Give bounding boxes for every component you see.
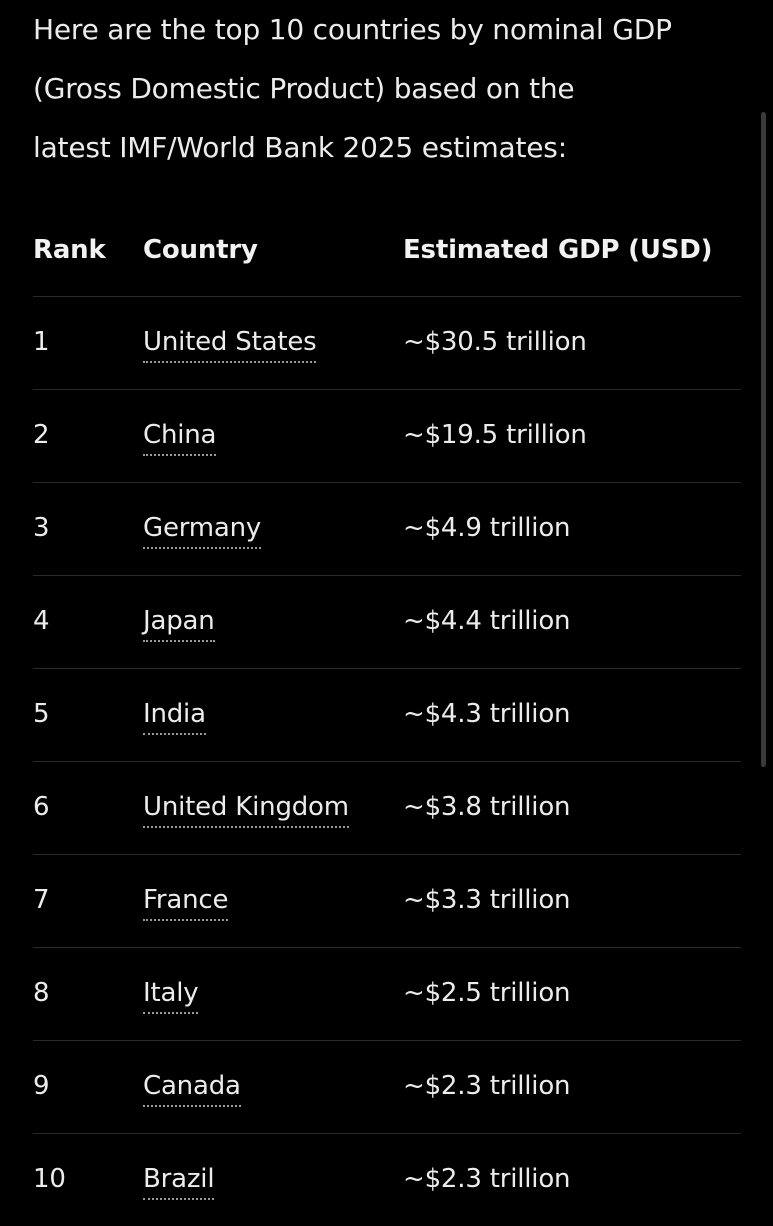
country-link[interactable]: India [143,699,206,735]
country-link[interactable]: United Kingdom [143,792,349,828]
rank-cell: 3 [33,513,50,543]
table-header: Rank Country Estimated GDP (USD) [33,206,741,297]
header-rank: Rank [33,235,106,265]
table-row: 4 Japan ~$4.4 trillion [33,576,741,669]
gdp-cell: ~$4.3 trillion [403,699,571,729]
gdp-cell: ~$3.8 trillion [403,792,571,822]
rank-cell: 5 [33,699,50,729]
rank-cell: 6 [33,792,50,822]
country-link[interactable]: Italy [143,978,199,1014]
country-link[interactable]: United States [143,327,317,363]
gdp-table: Rank Country Estimated GDP (USD) 1 Unite… [33,206,741,1226]
rank-cell: 7 [33,885,50,915]
rank-cell: 2 [33,420,50,450]
country-link[interactable]: Brazil [143,1164,215,1200]
country-link[interactable]: Germany [143,513,261,549]
gdp-cell: ~$3.3 trillion [403,885,571,915]
country-link[interactable]: China [143,420,216,456]
intro-line-2: (Gross Domestic Product) based on the [33,72,575,105]
table-row: 10 Brazil ~$2.3 trillion [33,1134,741,1226]
header-gdp: Estimated GDP (USD) [403,235,713,265]
table-row: 6 United Kingdom ~$3.8 trillion [33,762,741,855]
intro-line-3: latest IMF/World Bank 2025 estimates: [33,131,567,164]
gdp-cell: ~$2.3 trillion [403,1071,571,1101]
gdp-cell: ~$4.9 trillion [403,513,571,543]
intro-text: Here are the top 10 countries by nominal… [33,0,753,177]
gdp-cell: ~$2.3 trillion [403,1164,571,1194]
gdp-cell: ~$19.5 trillion [403,420,587,450]
table-row: 2 China ~$19.5 trillion [33,390,741,483]
scrollbar[interactable] [761,112,766,767]
table-row: 3 Germany ~$4.9 trillion [33,483,741,576]
rank-cell: 9 [33,1071,50,1101]
gdp-cell: ~$2.5 trillion [403,978,571,1008]
rank-cell: 4 [33,606,50,636]
rank-cell: 10 [33,1164,66,1194]
table-row: 7 France ~$3.3 trillion [33,855,741,948]
country-link[interactable]: Japan [143,606,215,642]
rank-cell: 8 [33,978,50,1008]
table-row: 5 India ~$4.3 trillion [33,669,741,762]
country-link[interactable]: Canada [143,1071,241,1107]
country-link[interactable]: France [143,885,228,921]
intro-line-1: Here are the top 10 countries by nominal… [33,13,672,46]
header-country: Country [143,235,258,265]
gdp-cell: ~$30.5 trillion [403,327,587,357]
gdp-cell: ~$4.4 trillion [403,606,571,636]
table-row: 1 United States ~$30.5 trillion [33,297,741,390]
table-row: 9 Canada ~$2.3 trillion [33,1041,741,1134]
rank-cell: 1 [33,327,50,357]
table-row: 8 Italy ~$2.5 trillion [33,948,741,1041]
